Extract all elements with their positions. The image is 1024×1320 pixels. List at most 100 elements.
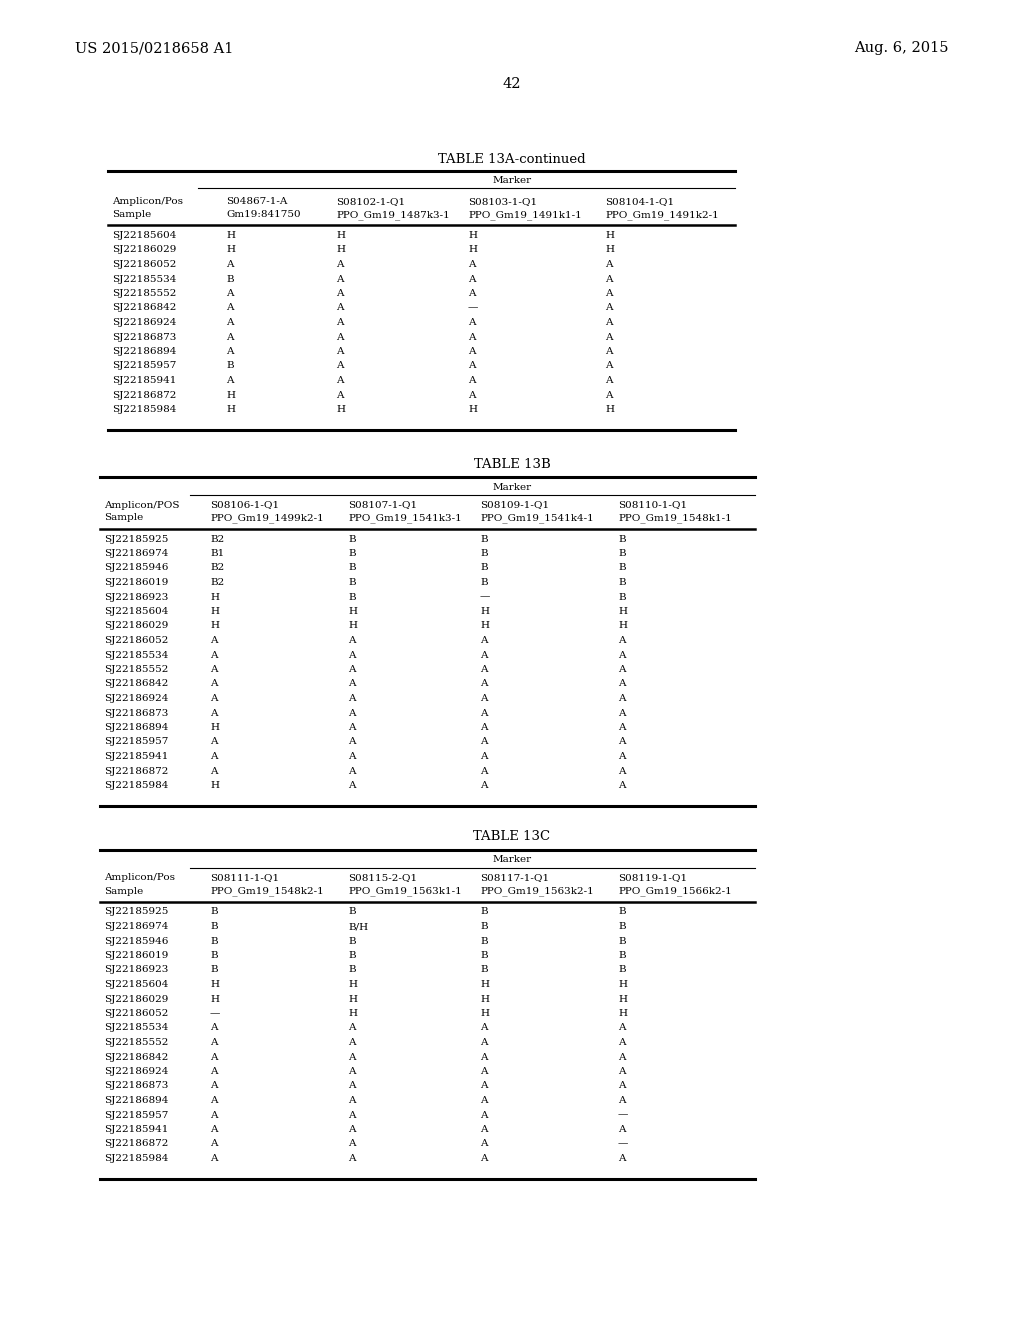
Text: H: H xyxy=(480,1008,489,1018)
Text: A: A xyxy=(480,1154,487,1163)
Text: B: B xyxy=(210,921,218,931)
Text: B: B xyxy=(348,965,355,974)
Text: H: H xyxy=(210,723,219,733)
Text: B: B xyxy=(210,950,218,960)
Text: Sample: Sample xyxy=(104,513,143,523)
Text: A: A xyxy=(226,318,233,327)
Text: B: B xyxy=(618,578,626,587)
Text: SJ22185957: SJ22185957 xyxy=(104,1110,168,1119)
Text: B: B xyxy=(618,535,626,544)
Text: Marker: Marker xyxy=(493,855,531,865)
Text: 42: 42 xyxy=(503,77,521,91)
Text: —: — xyxy=(468,304,478,313)
Text: Amplicon/Pos: Amplicon/Pos xyxy=(104,874,175,883)
Text: A: A xyxy=(226,289,233,298)
Text: A: A xyxy=(480,723,487,733)
Text: A: A xyxy=(480,1110,487,1119)
Text: A: A xyxy=(480,1096,487,1105)
Text: US 2015/0218658 A1: US 2015/0218658 A1 xyxy=(75,41,233,55)
Text: A: A xyxy=(480,1081,487,1090)
Text: B: B xyxy=(348,549,355,558)
Text: A: A xyxy=(348,694,355,704)
Text: H: H xyxy=(210,781,219,789)
Text: A: A xyxy=(210,1110,217,1119)
Text: SJ22186974: SJ22186974 xyxy=(104,921,168,931)
Text: A: A xyxy=(480,1023,487,1032)
Text: PPO_Gm19_1563k2-1: PPO_Gm19_1563k2-1 xyxy=(480,887,594,896)
Text: A: A xyxy=(210,651,217,660)
Text: A: A xyxy=(468,289,475,298)
Text: A: A xyxy=(618,1038,626,1047)
Text: A: A xyxy=(618,752,626,762)
Text: B: B xyxy=(210,936,218,945)
Text: B: B xyxy=(618,950,626,960)
Text: SJ22186894: SJ22186894 xyxy=(112,347,176,356)
Text: A: A xyxy=(618,680,626,689)
Text: S04867-1-A: S04867-1-A xyxy=(226,197,288,206)
Text: PPO_Gm19_1491k2-1: PPO_Gm19_1491k2-1 xyxy=(605,210,719,219)
Text: A: A xyxy=(618,723,626,733)
Text: SJ22185534: SJ22185534 xyxy=(104,1023,168,1032)
Text: H: H xyxy=(336,246,345,255)
Text: B1: B1 xyxy=(210,549,224,558)
Text: A: A xyxy=(336,260,343,269)
Text: S08107-1-Q1: S08107-1-Q1 xyxy=(348,500,417,510)
Text: B: B xyxy=(618,936,626,945)
Text: A: A xyxy=(210,752,217,762)
Text: Marker: Marker xyxy=(493,483,531,491)
Text: A: A xyxy=(210,680,217,689)
Text: S08104-1-Q1: S08104-1-Q1 xyxy=(605,197,674,206)
Text: B: B xyxy=(480,950,487,960)
Text: SJ22185534: SJ22185534 xyxy=(104,651,168,660)
Text: SJ22186842: SJ22186842 xyxy=(104,1052,168,1061)
Text: SJ22186029: SJ22186029 xyxy=(104,994,168,1003)
Text: SJ22186924: SJ22186924 xyxy=(112,318,176,327)
Text: A: A xyxy=(336,275,343,284)
Text: A: A xyxy=(348,738,355,747)
Text: A: A xyxy=(210,636,217,645)
Text: A: A xyxy=(210,1052,217,1061)
Text: H: H xyxy=(618,1008,627,1018)
Text: SJ22186894: SJ22186894 xyxy=(104,723,168,733)
Text: SJ22186052: SJ22186052 xyxy=(112,260,176,269)
Text: A: A xyxy=(480,1125,487,1134)
Text: A: A xyxy=(618,651,626,660)
Text: SJ22186029: SJ22186029 xyxy=(104,622,168,631)
Text: A: A xyxy=(468,391,475,400)
Text: A: A xyxy=(336,376,343,385)
Text: A: A xyxy=(336,391,343,400)
Text: H: H xyxy=(480,622,489,631)
Text: A: A xyxy=(348,1110,355,1119)
Text: A: A xyxy=(618,1023,626,1032)
Text: A: A xyxy=(480,680,487,689)
Text: PPO_Gm19_1491k1-1: PPO_Gm19_1491k1-1 xyxy=(468,210,582,219)
Text: A: A xyxy=(210,1067,217,1076)
Text: A: A xyxy=(618,694,626,704)
Text: A: A xyxy=(480,752,487,762)
Text: SJ22186873: SJ22186873 xyxy=(104,709,168,718)
Text: A: A xyxy=(480,694,487,704)
Text: A: A xyxy=(348,1038,355,1047)
Text: A: A xyxy=(210,1125,217,1134)
Text: H: H xyxy=(480,607,489,616)
Text: H: H xyxy=(210,607,219,616)
Text: SJ22186019: SJ22186019 xyxy=(104,578,168,587)
Text: A: A xyxy=(348,1096,355,1105)
Text: B: B xyxy=(480,965,487,974)
Text: A: A xyxy=(605,376,612,385)
Text: B: B xyxy=(210,908,218,916)
Text: A: A xyxy=(618,665,626,675)
Text: A: A xyxy=(348,723,355,733)
Text: SJ22185941: SJ22185941 xyxy=(112,376,176,385)
Text: A: A xyxy=(210,1139,217,1148)
Text: Marker: Marker xyxy=(493,176,531,185)
Text: B: B xyxy=(210,965,218,974)
Text: A: A xyxy=(348,636,355,645)
Text: B2: B2 xyxy=(210,535,224,544)
Text: A: A xyxy=(348,651,355,660)
Text: B: B xyxy=(348,564,355,573)
Text: H: H xyxy=(348,979,357,989)
Text: A: A xyxy=(480,1139,487,1148)
Text: B: B xyxy=(480,549,487,558)
Text: SJ22186052: SJ22186052 xyxy=(104,1008,168,1018)
